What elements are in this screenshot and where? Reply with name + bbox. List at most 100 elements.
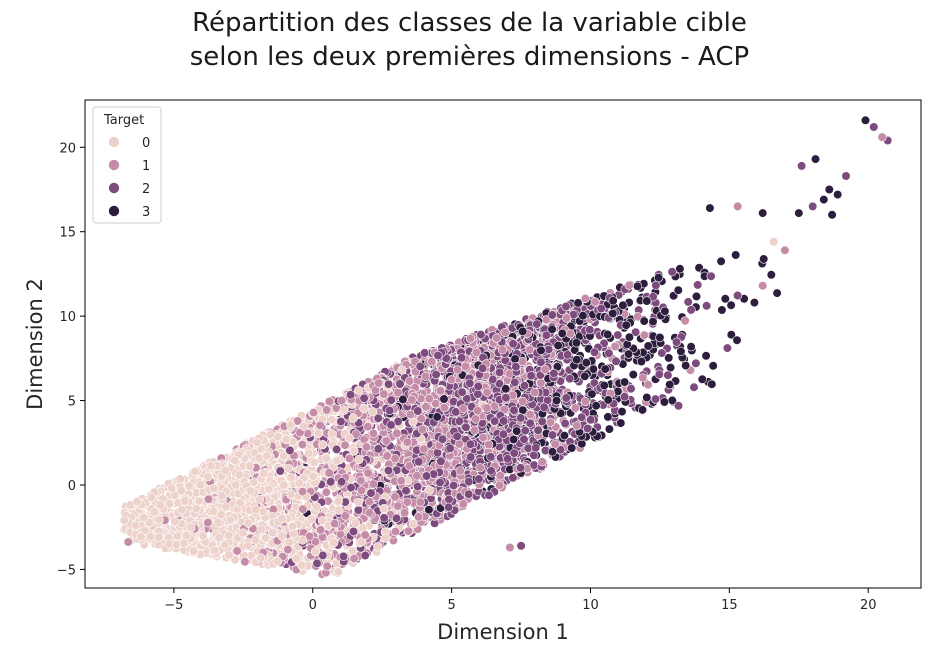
scatter-point-class-1 xyxy=(540,364,550,375)
scatter-point-class-0 xyxy=(243,518,253,528)
scatter-point-class-1 xyxy=(321,487,331,497)
scatter-point-class-3 xyxy=(833,190,843,200)
scatter-point-class-2 xyxy=(433,350,443,361)
scatter-point-class-0 xyxy=(348,413,358,423)
scatter-point-class-2 xyxy=(318,550,328,561)
scatter-point-class-1 xyxy=(402,497,413,507)
scatter-point-class-3 xyxy=(424,505,434,515)
scatter-point-class-0 xyxy=(203,472,213,482)
scatter-point-class-2 xyxy=(422,471,432,481)
scatter-point-class-0 xyxy=(154,532,164,542)
scatter-point-class-0 xyxy=(254,453,264,463)
scatter-point-class-3 xyxy=(578,311,588,321)
scatter-point-class-1 xyxy=(368,428,379,439)
scatter-point-class-2 xyxy=(465,378,475,388)
scatter-point-class-2 xyxy=(414,457,424,467)
data-points xyxy=(119,115,893,579)
scatter-point-class-3 xyxy=(642,392,652,403)
scatter-point-class-2 xyxy=(683,297,693,307)
scatter-point-class-0 xyxy=(250,535,261,545)
scatter-point-class-0 xyxy=(353,497,363,507)
y-tick-label: 10 xyxy=(59,310,76,325)
scatter-point-class-0 xyxy=(181,530,191,541)
scatter-point-class-2 xyxy=(326,477,336,487)
scatter-point-class-1 xyxy=(368,479,379,489)
x-axis-ticks: −5 0 5 10 15 20 xyxy=(164,588,877,613)
scatter-point-class-1 xyxy=(492,333,502,343)
scatter-point-class-3 xyxy=(726,330,736,340)
scatter-point-class-2 xyxy=(436,456,446,466)
legend-box xyxy=(92,106,162,224)
scatter-point-class-0 xyxy=(132,497,142,507)
scatter-point-class-2 xyxy=(490,416,500,426)
scatter-point-class-3 xyxy=(599,380,609,391)
scatter-point-class-3 xyxy=(766,270,776,280)
scatter-point-class-0 xyxy=(769,237,779,247)
scatter-point-class-2 xyxy=(413,406,423,416)
scatter-point-class-3 xyxy=(659,397,670,407)
scatter-point-class-1 xyxy=(392,428,402,438)
scatter-point-class-0 xyxy=(304,448,314,458)
scatter-point-class-3 xyxy=(573,298,583,308)
scatter-point-class-3 xyxy=(619,377,630,387)
scatter-point-class-0 xyxy=(259,468,269,478)
scatter-point-class-1 xyxy=(374,378,384,388)
x-tick-label: −5 xyxy=(164,598,183,613)
scatter-point-class-3 xyxy=(681,361,691,371)
scatter-point-class-2 xyxy=(519,381,530,391)
scatter-point-class-2 xyxy=(473,389,483,399)
scatter-point-class-3 xyxy=(603,412,613,422)
scatter-point-class-1 xyxy=(240,557,250,567)
scatter-point-class-2 xyxy=(532,319,542,329)
scatter-point-class-0 xyxy=(381,533,391,543)
scatter-point-class-3 xyxy=(731,250,741,260)
scatter-point-class-1 xyxy=(203,517,213,528)
scatter-point-class-0 xyxy=(359,403,369,414)
scatter-point-class-1 xyxy=(446,375,457,385)
scatter-point-class-1 xyxy=(379,389,389,399)
y-tick-label: 5 xyxy=(68,395,76,410)
scatter-point-class-2 xyxy=(508,339,518,349)
scatter-point-class-0 xyxy=(234,470,244,480)
scatter-point-class-1 xyxy=(363,468,373,478)
x-tick-label: 10 xyxy=(582,598,599,613)
scatter-point-class-0 xyxy=(344,433,354,443)
scatter-point-class-1 xyxy=(482,403,492,413)
scatter-point-class-2 xyxy=(478,363,488,373)
scatter-point-class-2 xyxy=(484,490,494,500)
scatter-point-class-2 xyxy=(474,474,484,484)
scatter-point-class-0 xyxy=(368,407,378,417)
scatter-point-class-3 xyxy=(660,306,670,316)
scatter-point-class-1 xyxy=(402,437,412,447)
scatter-point-class-2 xyxy=(444,502,454,512)
scatter-point-class-0 xyxy=(221,502,231,512)
scatter-point-class-2 xyxy=(549,368,559,379)
scatter-point-class-1 xyxy=(404,461,415,471)
scatter-point-class-3 xyxy=(691,291,702,302)
scatter-point-class-3 xyxy=(624,332,635,342)
scatter-point-class-2 xyxy=(531,443,541,453)
scatter-point-class-0 xyxy=(279,480,289,490)
scatter-point-class-2 xyxy=(526,371,536,381)
scatter-point-class-0 xyxy=(206,461,216,471)
scatter-point-class-3 xyxy=(547,447,558,457)
scatter-point-class-2 xyxy=(455,416,465,426)
scatter-point-class-1 xyxy=(458,404,468,414)
chart-title-line-2: selon les deux premières dimensions - AC… xyxy=(189,42,750,72)
scatter-point-class-2 xyxy=(796,161,807,171)
scatter-point-class-1 xyxy=(390,453,400,464)
scatter-point-class-0 xyxy=(312,502,322,512)
plot-area-frame xyxy=(84,99,922,589)
legend-marker-0 xyxy=(108,136,120,148)
scatter-point-class-0 xyxy=(333,496,344,506)
scatter-point-class-2 xyxy=(461,422,471,432)
scatter-point-class-3 xyxy=(557,328,567,339)
scatter-point-class-1 xyxy=(421,402,431,412)
scatter-point-class-3 xyxy=(701,351,711,361)
scatter-point-class-1 xyxy=(232,546,242,556)
scatter-point-class-3 xyxy=(665,380,675,390)
